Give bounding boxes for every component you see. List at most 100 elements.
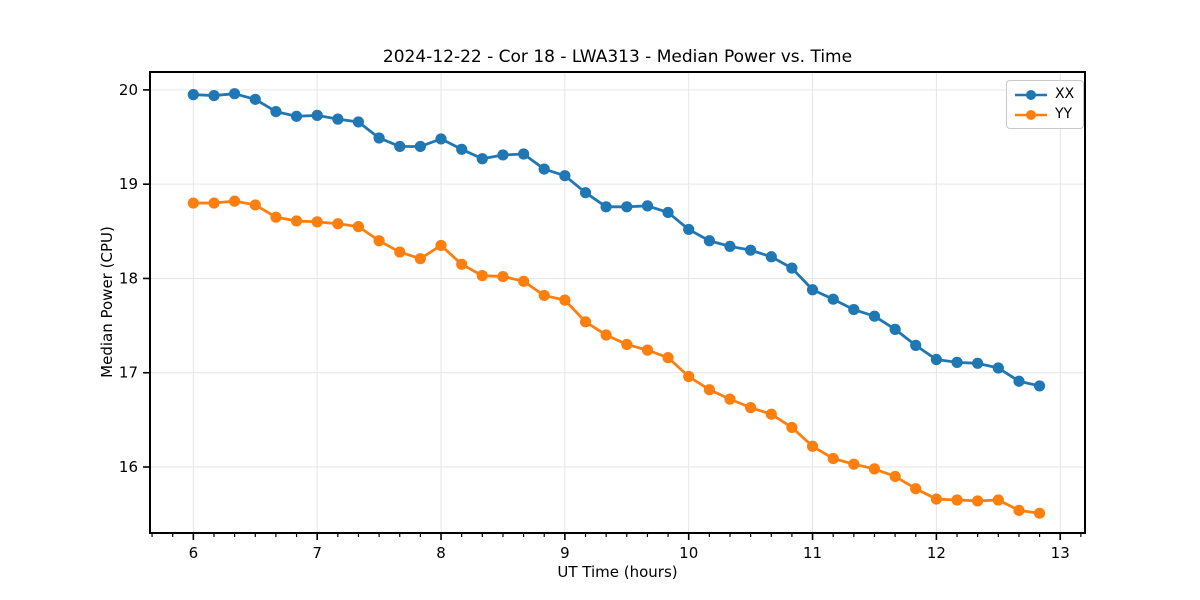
- x-tick-label: 10: [679, 544, 698, 562]
- y-tick-label: 20: [119, 81, 138, 99]
- marker-XX: [827, 293, 839, 305]
- x-tick-label: 8: [436, 544, 446, 562]
- x-tick-label: 12: [927, 544, 946, 562]
- marker-YY: [868, 463, 881, 475]
- chart-title: 2024-12-22 - Cor 18 - LWA313 - Median Po…: [382, 47, 853, 67]
- series-line-YY: [191, 199, 1041, 515]
- marker-XX: [249, 93, 261, 105]
- y-axis-label: Median Power (CPU): [98, 226, 116, 378]
- marker-XX: [600, 201, 612, 213]
- marker-XX: [889, 323, 901, 335]
- marker-XX: [332, 113, 344, 125]
- x-tick-label: 6: [189, 544, 199, 562]
- marker-YY: [1033, 507, 1046, 519]
- marker-XX: [972, 357, 984, 369]
- marker-XX: [270, 105, 282, 118]
- x-tick-label: 13: [1051, 544, 1070, 562]
- marker-YY: [352, 221, 365, 233]
- marker-YY: [703, 384, 715, 396]
- y-tick-label: 19: [119, 175, 138, 193]
- x-axis-label: UT Time (hours): [557, 563, 678, 581]
- marker-YY: [951, 494, 963, 506]
- marker-YY: [786, 421, 798, 434]
- marker-YY: [724, 393, 736, 405]
- marker-XX: [992, 362, 1004, 374]
- marker-YY: [518, 275, 530, 287]
- marker-YY: [187, 197, 199, 209]
- marker-XX: [559, 170, 571, 182]
- marker-XX: [641, 200, 654, 212]
- marker-XX: [579, 187, 592, 199]
- y-tick-label: 16: [119, 458, 138, 476]
- marker-XX: [1013, 375, 1025, 387]
- marker-YY: [373, 235, 385, 247]
- marker-XX: [662, 206, 674, 219]
- marker-XX: [187, 89, 199, 101]
- marker-XX: [910, 339, 922, 351]
- y-tick-label: 18: [119, 269, 138, 287]
- marker-YY: [435, 239, 447, 252]
- marker-XX: [497, 149, 509, 161]
- marker-XX: [414, 140, 426, 153]
- marker-YY: [641, 344, 654, 356]
- marker-YY: [290, 215, 303, 227]
- marker-YY: [745, 402, 757, 414]
- marker-XX: [724, 240, 736, 253]
- marker-XX: [476, 153, 488, 165]
- marker-YY: [311, 216, 323, 228]
- x-tick-label: 9: [560, 544, 570, 562]
- marker-XX: [951, 356, 963, 368]
- marker-XX: [703, 235, 715, 247]
- marker-YY: [559, 294, 571, 306]
- marker-YY: [208, 197, 220, 209]
- marker-XX: [435, 133, 447, 145]
- marker-YY: [683, 370, 695, 383]
- marker-XX: [786, 262, 798, 274]
- marker-XX: [456, 143, 468, 155]
- marker-YY: [249, 199, 261, 211]
- marker-XX: [352, 116, 365, 128]
- marker-YY: [806, 440, 819, 452]
- marker-XX: [1033, 380, 1046, 392]
- marker-YY: [332, 218, 344, 230]
- marker-YY: [600, 329, 612, 341]
- marker-XX: [538, 163, 550, 175]
- marker-YY: [538, 289, 550, 302]
- marker-YY: [992, 494, 1004, 506]
- marker-YY: [476, 270, 488, 282]
- marker-YY: [910, 483, 922, 495]
- marker-XX: [848, 303, 860, 316]
- marker-YY: [579, 316, 592, 328]
- marker-YY: [662, 352, 674, 364]
- marker-XX: [518, 148, 530, 160]
- marker-YY: [765, 408, 777, 420]
- marker-XX: [621, 201, 633, 213]
- legend-marker-YY: [1015, 109, 1047, 120]
- marker-YY: [456, 258, 468, 270]
- marker-YY: [414, 253, 426, 265]
- marker-XX: [683, 223, 695, 236]
- marker-YY: [1013, 504, 1025, 516]
- y-tick-label: 17: [119, 364, 138, 382]
- marker-YY: [972, 495, 984, 507]
- legend-item-YY: YY: [1014, 105, 1074, 124]
- axes-box: [149, 71, 1086, 534]
- x-tick-label: 11: [803, 544, 822, 562]
- marker-YY: [827, 452, 839, 465]
- marker-XX: [394, 140, 406, 153]
- marker-YY: [889, 470, 901, 483]
- marker-YY: [848, 458, 860, 470]
- legend-item-XX: XX: [1014, 85, 1074, 104]
- marker-YY: [621, 338, 633, 351]
- marker-YY: [270, 211, 282, 223]
- legend-label-XX: XX: [1055, 86, 1075, 102]
- marker-YY: [930, 493, 942, 505]
- marker-XX: [868, 310, 881, 322]
- marker-XX: [806, 284, 819, 296]
- marker-XX: [311, 109, 323, 121]
- marker-XX: [228, 88, 241, 100]
- marker-XX: [765, 251, 777, 263]
- marker-YY: [228, 195, 241, 207]
